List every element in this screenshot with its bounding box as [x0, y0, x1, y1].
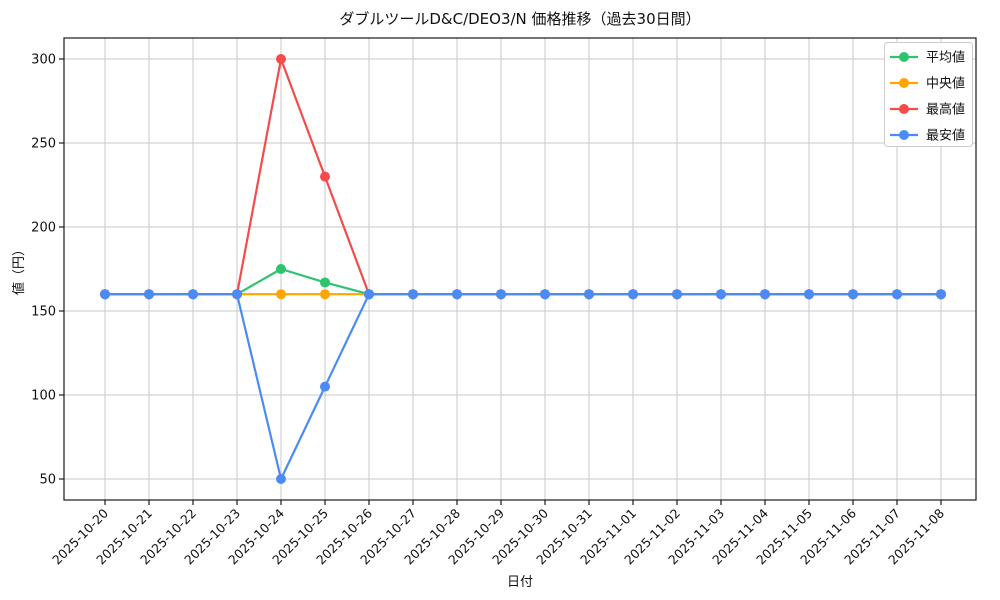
legend-label-median: 中央値	[926, 76, 965, 92]
data-point-min	[408, 289, 418, 300]
data-point-min	[804, 289, 814, 300]
data-point-min	[452, 289, 462, 300]
data-point-median	[320, 289, 330, 300]
data-point-min	[540, 289, 550, 300]
legend-box	[884, 42, 973, 147]
axis-tick-labels: 501001502002503002025-10-202025-10-21202…	[31, 53, 947, 568]
legend-item-average: 平均値	[890, 50, 965, 66]
legend-marker-average	[899, 52, 909, 62]
y-tick-label: 150	[31, 305, 56, 320]
legend-label-min: 最安値	[926, 128, 965, 144]
data-point-min	[848, 289, 858, 300]
y-tick-label: 100	[31, 389, 56, 404]
legend-label-average: 平均値	[926, 50, 965, 66]
data-point-min	[672, 289, 682, 300]
data-point-min	[584, 289, 594, 300]
legend-item-min: 最安値	[890, 128, 965, 144]
data-point-min	[100, 289, 110, 300]
y-tick-label: 250	[31, 137, 56, 152]
axis-ticks	[59, 58, 942, 505]
plot-border	[63, 37, 977, 501]
legend-label-max: 最高値	[926, 102, 965, 118]
plot-frame	[63, 37, 977, 501]
data-point-min	[496, 289, 506, 300]
series-line-average	[103, 267, 943, 296]
data-point-average	[276, 264, 286, 274]
y-tick-label: 300	[31, 53, 56, 68]
legend-marker-max	[899, 104, 909, 114]
series-line-min	[103, 293, 943, 481]
series-line-max	[103, 57, 943, 296]
data-point-min	[760, 289, 770, 300]
data-point-min	[364, 289, 374, 300]
data-series	[100, 54, 946, 484]
legend-marker-median	[899, 78, 909, 88]
y-tick-label: 50	[39, 473, 56, 488]
data-point-min	[936, 289, 946, 300]
gridlines	[64, 38, 976, 500]
data-point-average	[320, 277, 330, 288]
data-point-min	[628, 289, 638, 300]
data-point-min	[276, 474, 286, 484]
y-axis-label: 値（円）	[11, 243, 27, 295]
data-point-min	[892, 289, 902, 300]
data-point-max	[276, 54, 286, 64]
legend-marker-min	[899, 130, 909, 140]
data-point-min	[716, 289, 726, 300]
chart-title: ダブルツールD&C/DEO3/N 価格推移（過去30日間）	[339, 10, 700, 28]
data-point-median	[276, 289, 286, 300]
y-tick-label: 200	[31, 221, 56, 236]
data-point-min	[144, 289, 154, 300]
data-point-max	[320, 171, 330, 182]
legend-item-median: 中央値	[890, 76, 965, 92]
data-point-min	[188, 289, 198, 300]
series-max	[100, 54, 946, 300]
legend-item-max: 最高値	[890, 102, 965, 118]
series-min	[100, 289, 946, 484]
data-point-min	[320, 381, 330, 392]
data-point-min	[232, 289, 242, 300]
x-axis-label: 日付	[507, 575, 533, 590]
